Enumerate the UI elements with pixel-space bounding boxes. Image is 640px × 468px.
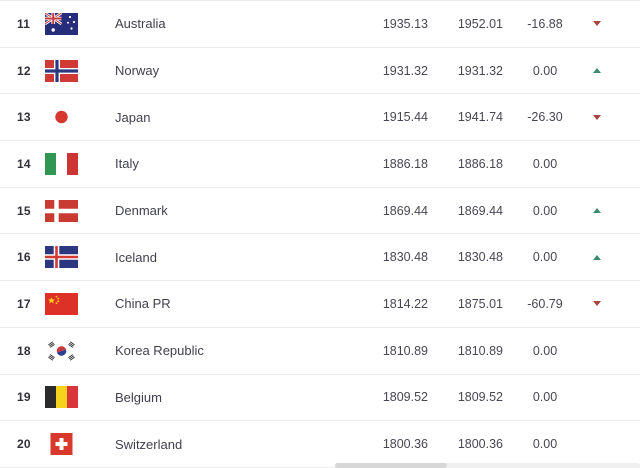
country-name: Iceland: [115, 249, 157, 265]
previous-points-value: 1875.01: [457, 296, 503, 311]
change-value: 0.00: [532, 203, 558, 218]
flag-switzerland-icon: [45, 433, 78, 456]
table-row[interactable]: 14 Italy 1886.18 1886.18 0.00: [0, 141, 640, 188]
rank-number: 11: [17, 16, 31, 31]
country-name: Korea Republic: [115, 343, 204, 359]
points-value: 1931.32: [382, 63, 428, 78]
country-name: Norway: [115, 63, 160, 79]
trend-down-icon: [593, 301, 601, 307]
rank-number: 17: [17, 296, 31, 311]
points-value: 1809.52: [382, 390, 428, 405]
country-name: China PR: [115, 296, 171, 312]
rank-number: 19: [17, 390, 31, 405]
change-value: 0.00: [532, 390, 558, 405]
change-value: 0.00: [532, 63, 558, 78]
points-value: 1935.13: [382, 16, 428, 31]
points-value: 1830.48: [382, 250, 428, 265]
points-value: 1814.22: [382, 296, 428, 311]
trend-down-icon: [593, 114, 601, 120]
rank-number: 20: [17, 437, 31, 452]
flag-italy-icon: [45, 152, 78, 175]
trend-up-icon: [593, 254, 601, 260]
previous-points-value: 1886.18: [457, 156, 503, 171]
change-value: 0.00: [532, 437, 558, 452]
points-value: 1810.89: [382, 343, 428, 358]
previous-points-value: 1810.89: [457, 343, 503, 358]
rank-number: 13: [17, 110, 31, 125]
table-row[interactable]: 17 China PR 1814.22 1875.01 -60.79: [0, 281, 640, 328]
rank-number: 15: [17, 203, 31, 218]
change-value: 0.00: [532, 250, 558, 265]
trend-down-icon: [593, 21, 601, 27]
trend-up-icon: [593, 208, 601, 214]
previous-points-value: 1830.48: [457, 250, 503, 265]
flag-belgium-icon: [45, 386, 78, 409]
flag-australia-icon: [45, 12, 78, 35]
previous-points-value: 1931.32: [457, 63, 503, 78]
table-row[interactable]: 18 Korea Republic 1810.89 1810.89 0.00: [0, 327, 640, 375]
flag-korea-republic-icon: [45, 339, 78, 362]
country-name: Japan: [115, 109, 151, 125]
table-row[interactable]: 15 Denmark 1869.44 1869.44 0.00: [0, 187, 640, 235]
rank-number: 12: [17, 63, 31, 78]
flag-norway-icon: [45, 59, 78, 82]
country-name: Belgium: [115, 389, 162, 405]
table-row[interactable]: 11 Australia 1935.13 1952.01 -16.88: [0, 1, 640, 48]
country-name: Denmark: [115, 203, 168, 219]
table-row[interactable]: 12 Norway 1931.32 1931.32 0.00: [0, 47, 640, 95]
table-row[interactable]: 16 Iceland 1830.48 1830.48 0.00: [0, 234, 640, 282]
scrollbar-thumb[interactable]: [335, 463, 447, 468]
points-value: 1869.44: [382, 203, 428, 218]
previous-points-value: 1809.52: [457, 390, 503, 405]
country-name: Switzerland: [115, 436, 183, 452]
country-name: Italy: [115, 156, 139, 172]
points-value: 1886.18: [382, 156, 428, 171]
table-row[interactable]: 13 Japan 1915.44 1941.74 -26.30: [0, 94, 640, 142]
flag-china-pr-icon: [45, 292, 78, 315]
previous-points-value: 1952.01: [457, 16, 503, 31]
rank-number: 18: [17, 343, 31, 358]
table-row[interactable]: 19 Belgium 1809.52 1809.52 0.00: [0, 374, 640, 422]
change-value: 0.00: [532, 156, 558, 171]
rank-number: 14: [17, 156, 31, 171]
trend-up-icon: [593, 68, 601, 74]
change-value: 0.00: [532, 343, 558, 358]
flag-japan-icon: [45, 106, 78, 129]
flag-denmark-icon: [45, 199, 78, 222]
change-value: -16.88: [527, 16, 563, 31]
previous-points-value: 1869.44: [457, 203, 503, 218]
previous-points-value: 1800.36: [457, 437, 503, 452]
rank-number: 16: [17, 250, 31, 265]
country-name: Australia: [115, 16, 166, 32]
change-value: -26.30: [527, 110, 563, 125]
table-row[interactable]: 20 Switzerland 1800.36 1800.36 0.00: [0, 421, 640, 468]
previous-points-value: 1941.74: [457, 110, 503, 125]
horizontal-scrollbar[interactable]: [335, 463, 640, 468]
change-value: -60.79: [527, 296, 563, 311]
points-value: 1915.44: [382, 110, 428, 125]
flag-iceland-icon: [45, 246, 78, 269]
points-value: 1800.36: [382, 437, 428, 452]
